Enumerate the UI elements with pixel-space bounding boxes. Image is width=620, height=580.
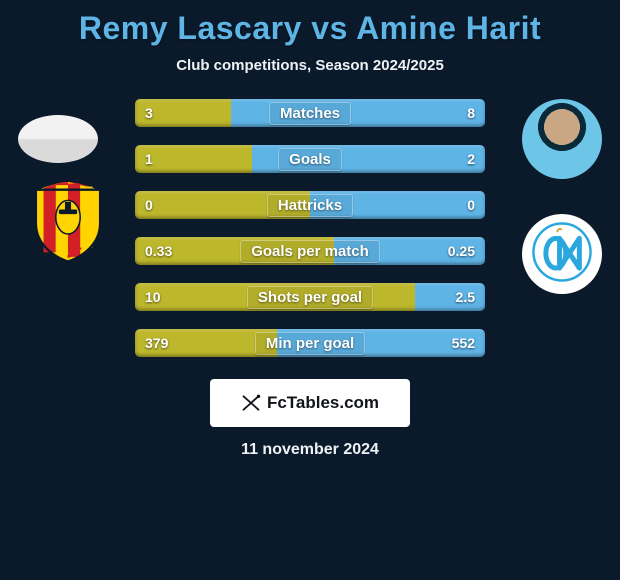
stat-value-left: 1 xyxy=(135,145,163,173)
stat-value-left: 0 xyxy=(135,191,163,219)
comparison-panel: Matches38Goals12Hattricks00Goals per mat… xyxy=(0,99,620,357)
stat-value-right: 0.25 xyxy=(438,237,485,265)
player-photo-right xyxy=(522,99,602,179)
stat-bar-track xyxy=(135,191,485,219)
stat-bar-track xyxy=(135,145,485,173)
page-title: Remy Lascary vs Amine Harit xyxy=(0,0,620,47)
footer-brand: FcTables.com xyxy=(210,379,410,427)
stat-value-right: 2 xyxy=(457,145,485,173)
stat-value-left: 0.33 xyxy=(135,237,182,265)
stat-value-right: 552 xyxy=(442,329,485,357)
stat-bar-right-segment xyxy=(252,145,485,173)
stat-value-right: 8 xyxy=(457,99,485,127)
stat-value-left: 379 xyxy=(135,329,178,357)
club-logo-left xyxy=(28,179,108,259)
stat-bars: Matches38Goals12Hattricks00Goals per mat… xyxy=(135,99,485,357)
stat-bar-right-segment xyxy=(231,99,485,127)
stat-bar-track xyxy=(135,283,485,311)
om-logo-icon xyxy=(531,221,593,288)
fctables-icon xyxy=(241,393,261,413)
lens-shield-icon xyxy=(28,179,108,263)
stat-bar-left-segment xyxy=(135,283,415,311)
stat-row: Goals12 xyxy=(135,145,485,173)
stat-bar-track xyxy=(135,99,485,127)
stat-value-left: 3 xyxy=(135,99,163,127)
stat-row: Shots per goal102.5 xyxy=(135,283,485,311)
stat-value-left: 10 xyxy=(135,283,171,311)
stat-row: Hattricks00 xyxy=(135,191,485,219)
player-photo-left xyxy=(18,115,98,163)
stat-bar-track xyxy=(135,237,485,265)
stat-row: Matches38 xyxy=(135,99,485,127)
stat-row: Goals per match0.330.25 xyxy=(135,237,485,265)
stat-value-right: 0 xyxy=(457,191,485,219)
footer-brand-text: FcTables.com xyxy=(267,393,379,413)
subtitle: Club competitions, Season 2024/2025 xyxy=(0,57,620,74)
stat-row: Min per goal379552 xyxy=(135,329,485,357)
club-logo-right xyxy=(522,214,602,294)
stat-bar-track xyxy=(135,329,485,357)
date-text: 11 november 2024 xyxy=(0,441,620,459)
stat-value-right: 2.5 xyxy=(446,283,485,311)
